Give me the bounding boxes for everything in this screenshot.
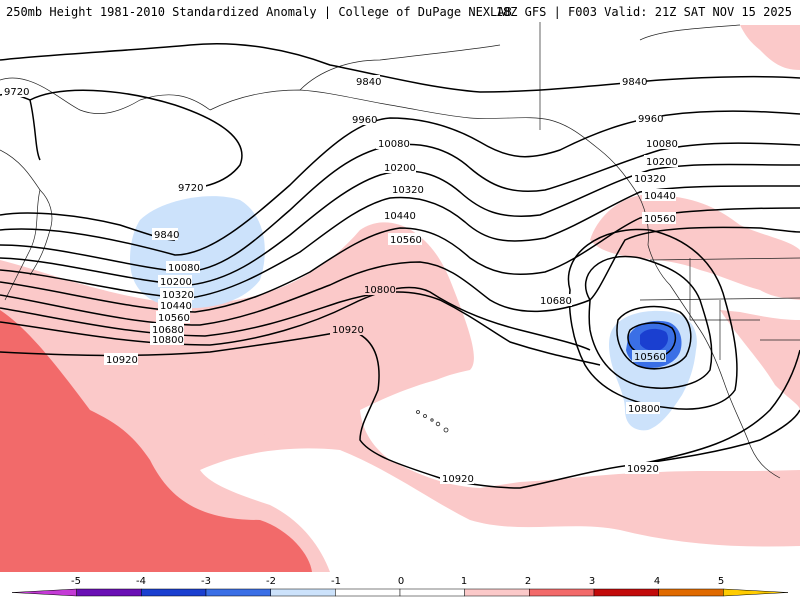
colorbar-tick-label: -2 bbox=[266, 576, 276, 587]
contour-label: 10560 bbox=[634, 352, 666, 363]
positive-anomaly-region-southwest-us bbox=[720, 310, 800, 410]
contour-10440 bbox=[0, 207, 800, 313]
contour-10680 bbox=[0, 291, 601, 366]
colorbar-swatch bbox=[399, 588, 465, 597]
colorbar-tick-label: 4 bbox=[654, 576, 660, 587]
contour-labels: 9720 9720 9840 9840 9840 9960 9960 10080… bbox=[2, 75, 678, 485]
colorbar-swatch bbox=[335, 588, 401, 597]
colorbar-tick-label: -4 bbox=[136, 576, 146, 587]
contour-label: 10680 bbox=[540, 296, 572, 307]
contour-label: 10800 bbox=[364, 285, 396, 296]
colorbar-swatch bbox=[529, 588, 595, 597]
strong-positive-anomaly-region bbox=[0, 310, 312, 572]
contour-label: 10800 bbox=[152, 335, 184, 346]
contour-label: 10200 bbox=[646, 157, 678, 168]
header: 250mb Height 1981-2010 Standardized Anom… bbox=[0, 0, 800, 22]
colorbar-tick-label: 1 bbox=[461, 576, 467, 587]
contour-label: 10440 bbox=[160, 301, 192, 312]
model-run-info: 18Z GFS | F003 Valid: 21Z SAT NOV 15 202… bbox=[495, 5, 792, 19]
contour-label: 10440 bbox=[644, 191, 676, 202]
contour-label: 10440 bbox=[384, 211, 416, 222]
contour-label: 10200 bbox=[160, 277, 192, 288]
colorbar-legend: -5 -4 -3 -2 -1 0 1 2 3 4 5 bbox=[0, 572, 800, 600]
contour-label: 9840 bbox=[356, 77, 381, 88]
colorbar-ticks: -5 -4 -3 -2 -1 0 1 2 3 4 5 bbox=[71, 576, 724, 587]
colorbar-swatch bbox=[205, 588, 271, 597]
contour-label: 10920 bbox=[106, 355, 138, 366]
neutral-region-south bbox=[200, 448, 800, 572]
contour-10560 bbox=[0, 226, 800, 326]
contour-label: 10080 bbox=[168, 263, 200, 274]
colorbar-swatch bbox=[658, 588, 724, 597]
contour-label: 10560 bbox=[644, 214, 676, 225]
colorbar-swatch bbox=[723, 588, 789, 597]
contour-9840 bbox=[0, 42, 800, 93]
contour-10920 bbox=[0, 329, 800, 489]
contour-label: 9840 bbox=[154, 230, 179, 241]
anomaly-fills bbox=[0, 25, 800, 572]
contour-label: 9960 bbox=[352, 115, 377, 126]
colorbar-swatch bbox=[464, 588, 530, 597]
anomaly-map: 9720 9720 9840 9840 9840 9960 9960 10080… bbox=[0, 22, 800, 572]
colorbar-tick-label: 0 bbox=[398, 576, 404, 587]
map-title: 250mb Height 1981-2010 Standardized Anom… bbox=[6, 5, 512, 19]
height-contours bbox=[0, 42, 800, 489]
coastlines bbox=[0, 22, 800, 479]
positive-anomaly-region-ne-corner bbox=[740, 25, 800, 70]
hawaiian-islands bbox=[416, 410, 449, 433]
colorbar-swatch bbox=[76, 588, 142, 597]
colorbar-swatch bbox=[141, 588, 207, 597]
colorbar-tick-label: 3 bbox=[589, 576, 595, 587]
contour-label: 10920 bbox=[442, 474, 474, 485]
colorbar-swatch bbox=[11, 588, 77, 597]
contour-label: 10320 bbox=[634, 174, 666, 185]
strong-negative-anomaly bbox=[640, 328, 668, 351]
contour-10800 bbox=[0, 286, 591, 351]
contour-label: 10560 bbox=[390, 235, 422, 246]
negative-anomaly-region-west bbox=[130, 196, 265, 309]
contour-label: 10920 bbox=[627, 464, 659, 475]
contour-9720-w2 bbox=[0, 93, 41, 161]
contour-label: 10560 bbox=[158, 313, 190, 324]
colorbar-tick-label: 5 bbox=[718, 576, 724, 587]
contour-label: 10800 bbox=[628, 404, 660, 415]
colorbar-tick-label: -1 bbox=[331, 576, 341, 587]
contour-label: 10680 bbox=[152, 325, 184, 336]
colorbar-swatches bbox=[11, 588, 789, 597]
neutral-region bbox=[360, 367, 800, 488]
contour-cutoff-low-inner bbox=[616, 305, 692, 370]
contour-cutoff-low-outer bbox=[584, 255, 713, 389]
contour-9960 bbox=[0, 110, 800, 256]
contour-label: 10920 bbox=[332, 325, 364, 336]
contour-label: 9720 bbox=[178, 183, 203, 194]
colorbar-tick-label: 2 bbox=[525, 576, 531, 587]
contour-10920-east bbox=[639, 349, 800, 465]
colorbar-swatch bbox=[593, 588, 659, 597]
contour-label: 10200 bbox=[384, 163, 416, 174]
contour-label: 9960 bbox=[638, 114, 663, 125]
contour-label: 10080 bbox=[646, 139, 678, 150]
contour-cutoff-low-10800 bbox=[567, 228, 738, 410]
colorbar-tick-label: -5 bbox=[71, 576, 81, 587]
colorbar-tick-label: -3 bbox=[201, 576, 211, 587]
contour-label: 10320 bbox=[392, 185, 424, 196]
contour-label: 9720 bbox=[4, 87, 29, 98]
colorbar-swatch bbox=[270, 588, 336, 597]
contour-9720-west bbox=[29, 89, 243, 190]
contour-label: 9840 bbox=[622, 77, 647, 88]
contour-label: 10320 bbox=[162, 290, 194, 301]
contour-label: 10080 bbox=[378, 139, 410, 150]
